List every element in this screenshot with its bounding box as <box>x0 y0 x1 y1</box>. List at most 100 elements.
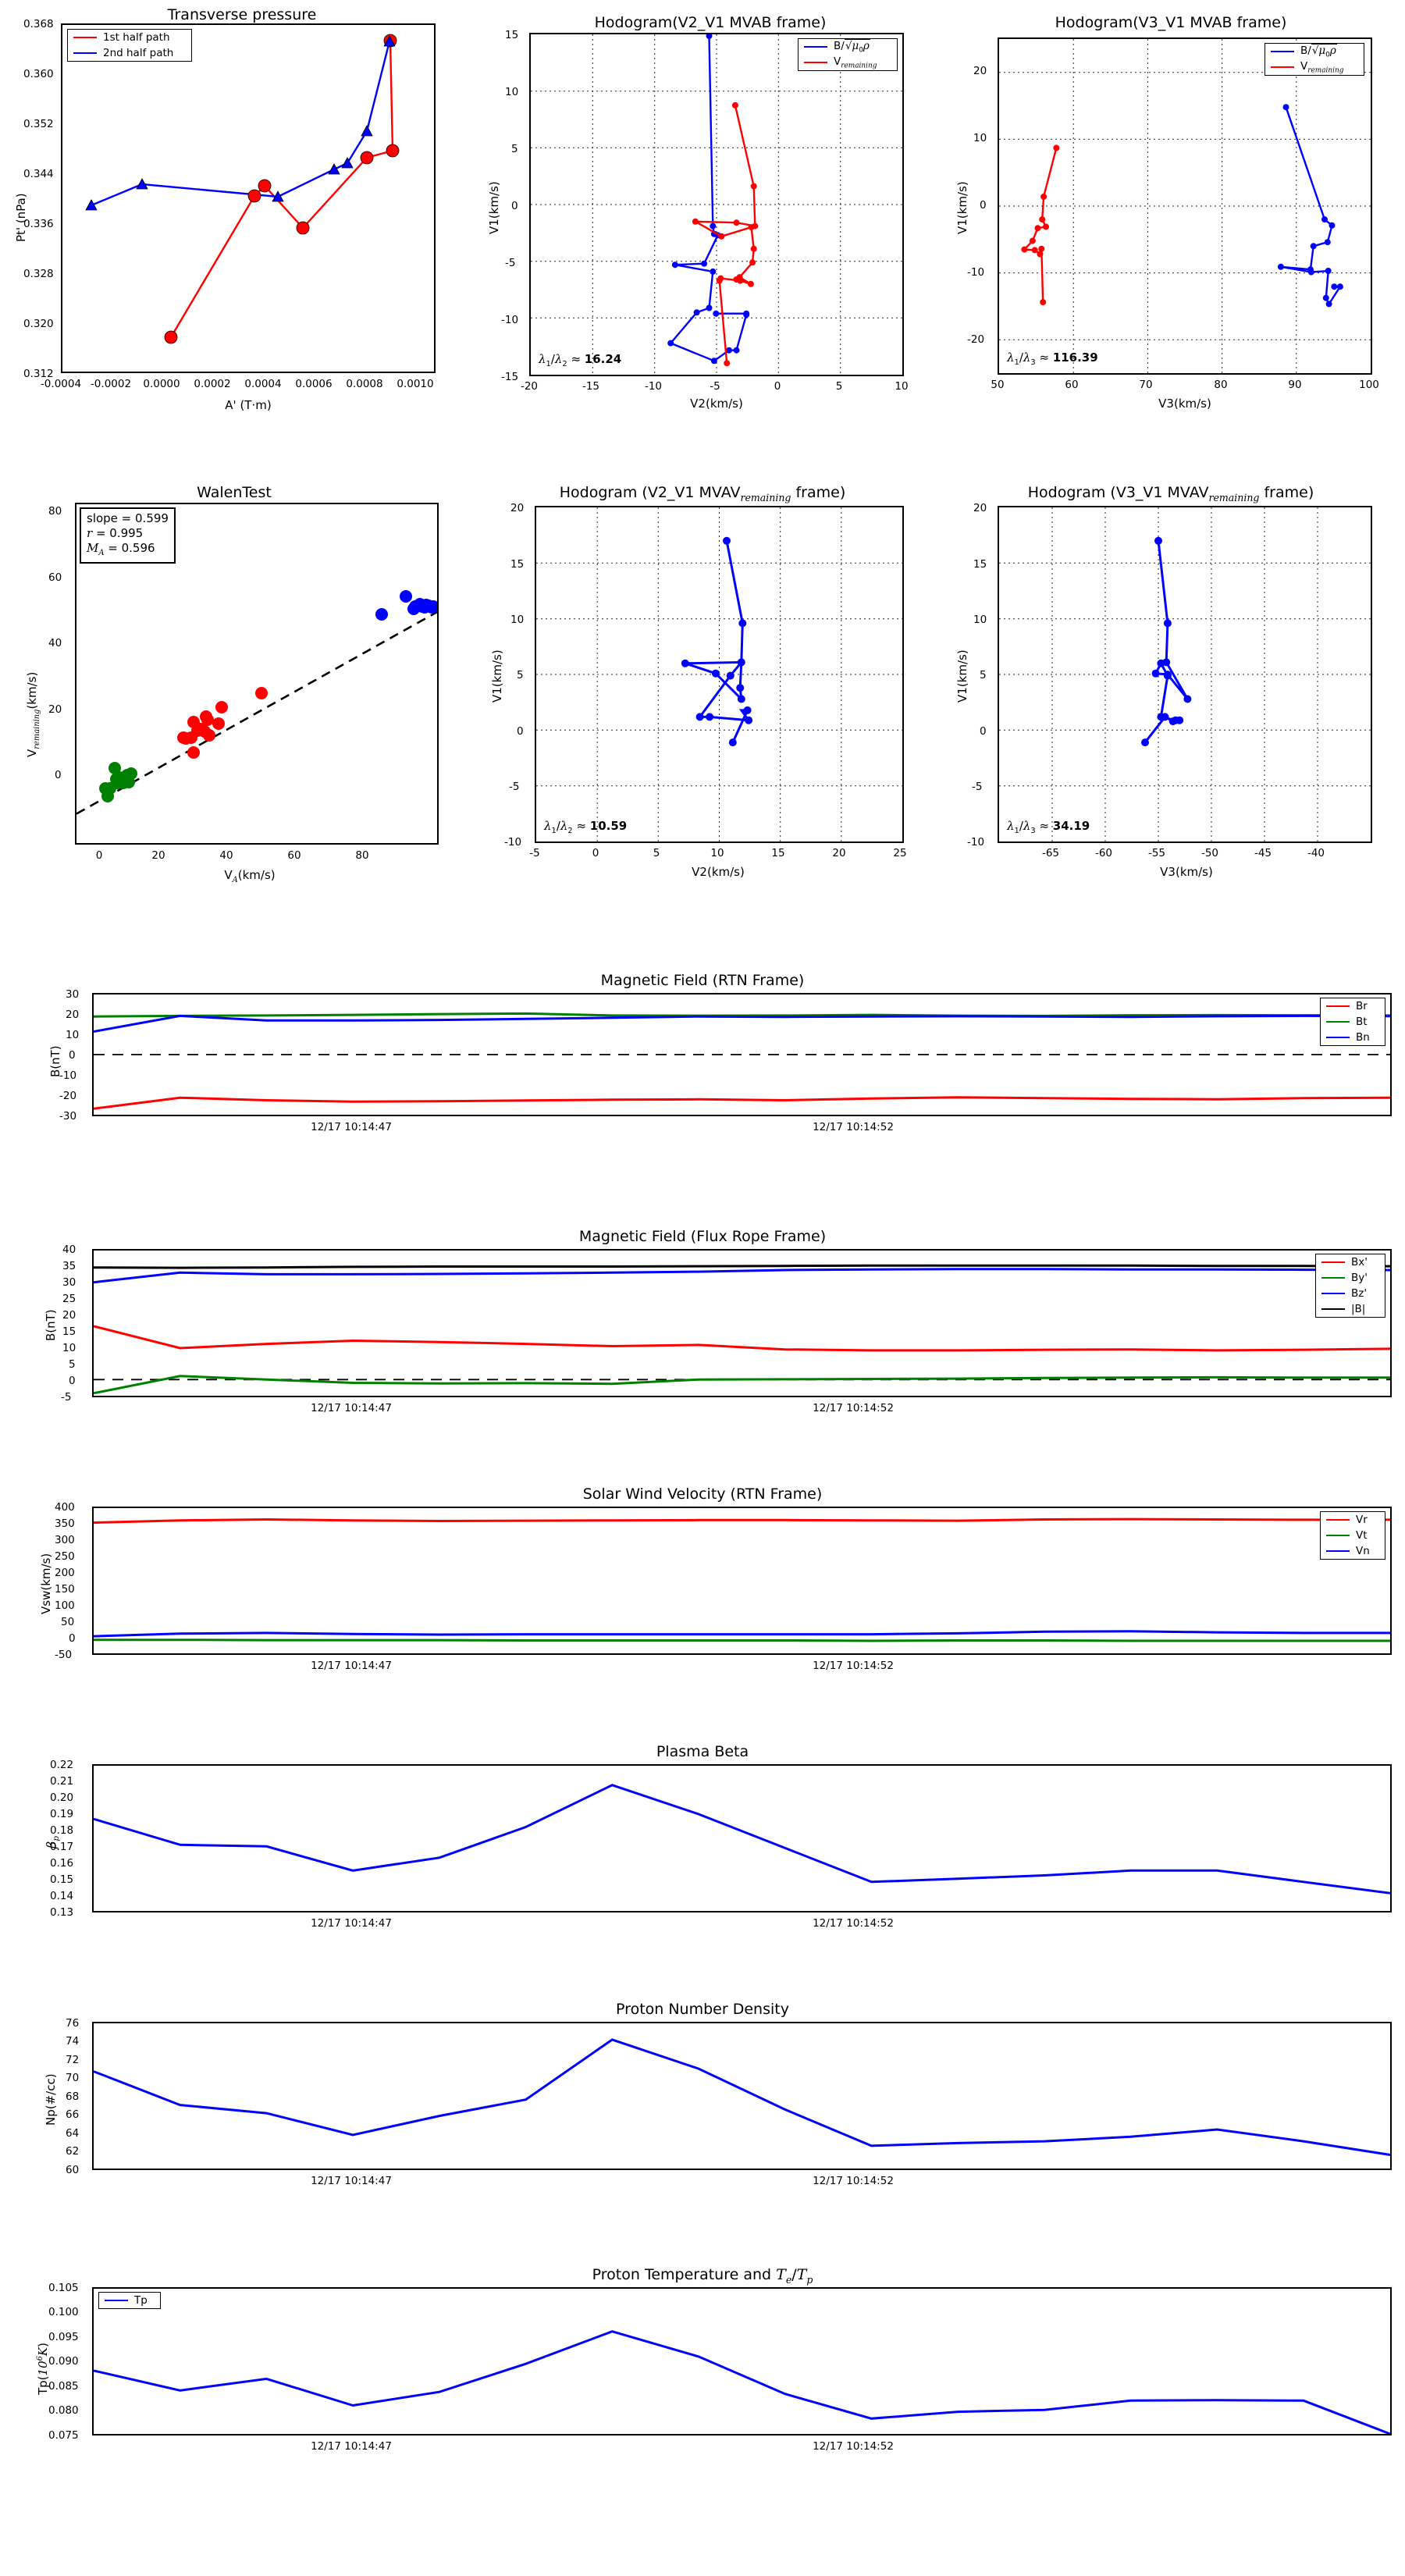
x-tick: 12/17 10:14:47 <box>311 2440 392 2453</box>
x-tick: -10 <box>644 380 663 393</box>
tp-svg <box>94 2330 1390 2434</box>
y-tick: 70 <box>66 2072 80 2084</box>
x-tick: 0.0000 <box>143 378 180 390</box>
panel-proton-number-density: Proton Number Density Np(#/cc) 60 62 64 … <box>0 1997 1405 2215</box>
legend-swatch-b-alfven <box>804 46 827 48</box>
y-tick: 0.20 <box>50 1791 74 1804</box>
x-tick: 70 <box>1139 379 1153 391</box>
eigenvalue-ratio-annotation: λ1/λ2 ≈ 16.24 <box>539 352 622 368</box>
x-tick: 10 <box>895 380 909 393</box>
y-axis-label: V1(km/s) <box>487 181 501 234</box>
y-tick: 50 <box>61 1616 75 1628</box>
y-tick: 0.17 <box>50 1841 74 1853</box>
y-tick: 60 <box>48 571 62 584</box>
legend-row: Vn <box>1321 1543 1385 1559</box>
legend-label: By' <box>1351 1272 1368 1284</box>
legend-swatch-b-alfven <box>1271 51 1294 52</box>
legend-swatch-vn <box>1326 1550 1350 1552</box>
y-tick: 150 <box>55 1583 75 1596</box>
legend-row: Vremaining <box>1265 59 1364 75</box>
legend-row: Bn <box>1321 1030 1385 1045</box>
y-axis-label: V1(km/s) <box>490 649 504 703</box>
legend-row: Vt <box>1321 1528 1385 1543</box>
y-tick: 64 <box>66 2127 80 2140</box>
y-tick: 66 <box>66 2108 80 2121</box>
y-axis-label: V1(km/s) <box>955 181 969 234</box>
y-tick: -10 <box>59 1069 77 1082</box>
legend-label: |B| <box>1351 1303 1366 1315</box>
y-tick: 10 <box>62 1342 76 1354</box>
x-tick: 80 <box>355 849 369 862</box>
y-tick: 76 <box>66 2017 80 2030</box>
y-axis-label: B(nT) <box>44 1309 58 1341</box>
mag-rtn-svg <box>94 1012 1390 1110</box>
y-tick: 0.105 <box>48 2282 79 2294</box>
plot-area: Bx' By' Bz' |B| <box>92 1249 1392 1397</box>
panel-hodogram-v2v1-mvab: Hodogram(V2_V1 MVAB frame) <box>468 0 937 461</box>
legend-label: Tp <box>134 2294 148 2307</box>
y-tick: 5 <box>511 143 518 155</box>
y-tick: 80 <box>48 505 62 518</box>
x-axis-label: V2(km/s) <box>690 397 743 411</box>
x-tick: 12/17 10:14:47 <box>311 1660 392 1672</box>
x-tick: 25 <box>893 847 907 859</box>
x-tick: 12/17 10:14:52 <box>813 2175 894 2187</box>
y-tick: 100 <box>55 1599 75 1612</box>
x-axis-label: A' (T·m) <box>225 398 272 412</box>
legend-label: Bn <box>1356 1031 1370 1044</box>
y-tick: 0 <box>517 725 524 738</box>
legend-row: Vremaining <box>799 55 897 70</box>
plot-area: 1st half path 2nd half path <box>61 23 436 373</box>
y-tick: -10 <box>504 836 522 849</box>
legend-label: Vt <box>1356 1529 1368 1542</box>
y-tick: 0.18 <box>50 1824 74 1837</box>
y-tick: 15 <box>62 1325 76 1338</box>
y-tick: 350 <box>55 1517 75 1530</box>
y-tick: 0.16 <box>50 1857 74 1870</box>
y-tick: 0.21 <box>50 1775 74 1788</box>
x-tick: -0.0002 <box>90 378 132 390</box>
y-tick: 0 <box>69 1632 76 1645</box>
legend-label-b-alfven: B/√μ0ρ <box>1300 43 1337 59</box>
panel-title: Hodogram(V3_V1 MVAB frame) <box>1055 14 1287 31</box>
y-tick: 0.312 <box>23 368 54 380</box>
legend-row: 1st half path <box>68 30 191 45</box>
legend-swatch-v-remaining <box>804 62 827 63</box>
panel-title: Hodogram(V2_V1 MVAB frame) <box>594 14 827 31</box>
x-tick: 12/17 10:14:47 <box>311 1121 392 1133</box>
x-tick: 12/17 10:14:52 <box>813 1121 894 1133</box>
x-tick: 12/17 10:14:52 <box>813 1402 894 1414</box>
y-tick: 0.14 <box>50 1890 74 1902</box>
x-tick: 5 <box>653 847 660 859</box>
legend-label: Vn <box>1356 1545 1370 1557</box>
legend-row: Br <box>1321 998 1385 1014</box>
legend-label: Bt <box>1356 1016 1368 1028</box>
x-tick: 0.0008 <box>346 378 383 390</box>
y-tick: 5 <box>980 669 987 681</box>
y-tick: 0.095 <box>48 2331 79 2343</box>
plot-area: B/√μ0ρ Vremaining λ1/λ3 ≈ 116.39 <box>998 37 1372 375</box>
y-tick: -5 <box>505 257 516 269</box>
plot-area: λ1/λ3 ≈ 34.19 <box>998 506 1372 843</box>
x-tick: 12/17 10:14:52 <box>813 1917 894 1930</box>
legend-label: Vr <box>1356 1514 1368 1526</box>
x-tick: -40 <box>1307 847 1325 859</box>
x-tick: 60 <box>1065 379 1079 391</box>
x-tick: -45 <box>1254 847 1272 859</box>
x-tick: 0.0006 <box>295 378 333 390</box>
y-tick: 40 <box>48 637 62 649</box>
y-tick: 0.085 <box>48 2380 79 2393</box>
y-tick: 5 <box>517 669 524 681</box>
legend-label-b-alfven: B/√μ0ρ <box>834 38 870 55</box>
y-tick: 20 <box>973 502 987 514</box>
y-tick: 0 <box>69 1375 76 1387</box>
x-tick: 12/17 10:14:52 <box>813 2440 894 2453</box>
y-tick: 0.360 <box>23 68 54 80</box>
x-tick: 0.0002 <box>194 378 231 390</box>
panel-title: WalenTest <box>197 484 272 501</box>
legend-hodogram-v2v1-mvab: B/√μ0ρ Vremaining <box>798 38 898 71</box>
y-tick: 15 <box>510 558 525 571</box>
y-tick: 0.15 <box>50 1873 74 1886</box>
legend-swatch-bmag <box>1321 1308 1345 1310</box>
